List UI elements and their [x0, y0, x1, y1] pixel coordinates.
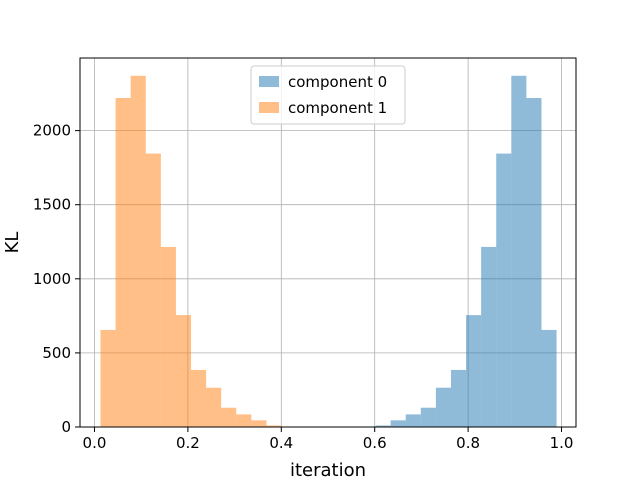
x-tick-label: 0.2 — [176, 434, 200, 452]
legend-label: component 0 — [288, 73, 387, 91]
legend-label: component 1 — [288, 99, 387, 117]
histogram-bar-series-1 — [266, 425, 282, 427]
histogram-bar-series-1 — [221, 407, 237, 427]
histogram-bar-series-0 — [511, 75, 527, 427]
histogram-bar-series-0 — [375, 425, 391, 427]
legend: component 0 component 1 — [250, 65, 406, 125]
y-tick-label: 1000 — [33, 270, 71, 288]
y-tick-label: 0 — [61, 418, 71, 436]
histogram-bar-series-0 — [496, 153, 512, 427]
x-axis-label: iteration — [290, 460, 366, 480]
histogram-bar-series-1 — [251, 420, 267, 427]
x-tick-label: 0.6 — [363, 434, 387, 452]
histogram-bar-series-0 — [420, 407, 436, 427]
x-tick-label: 0.8 — [456, 434, 480, 452]
histogram-bar-series-0 — [390, 420, 406, 427]
histogram-bars — [100, 75, 557, 427]
histogram-bar-series-0 — [405, 414, 421, 427]
plot-frame — [79, 57, 577, 428]
histogram-bar-series-0 — [526, 98, 542, 427]
histogram-bar-series-1 — [206, 387, 222, 427]
legend-swatch — [259, 102, 279, 113]
histogram-bar-series-1 — [130, 75, 146, 427]
histogram-bar-series-0 — [481, 246, 497, 427]
y-tick-label: 2000 — [33, 122, 71, 140]
x-tick-label: 0.4 — [269, 434, 293, 452]
histogram-bar-series-1 — [115, 98, 131, 427]
histogram-bar-series-0 — [435, 387, 451, 427]
axis-ticks: 0.0 0.2 0.4 0.6 0.8 1.0 0 500 1000 1500 2000 — [33, 122, 574, 452]
y-axis-label: KL — [2, 232, 23, 254]
y-tick-label: 500 — [42, 344, 71, 362]
legend-swatch — [259, 76, 279, 87]
histogram-bar-series-1 — [145, 153, 161, 427]
legend-box — [250, 65, 406, 125]
histogram-bar-series-1 — [175, 315, 192, 427]
histogram-bar-series-0 — [466, 315, 482, 427]
histogram-bar-series-1 — [100, 329, 116, 427]
x-tick-label: 0.0 — [83, 434, 107, 452]
histogram-bar-series-0 — [541, 329, 557, 427]
histogram-bar-series-1 — [160, 246, 176, 427]
histogram-bar-series-0 — [450, 369, 467, 427]
histogram-bar-series-1 — [236, 414, 252, 427]
y-tick-label: 1500 — [33, 196, 71, 214]
histogram-bar-series-1 — [191, 369, 207, 427]
x-tick-label: 1.0 — [550, 434, 574, 452]
